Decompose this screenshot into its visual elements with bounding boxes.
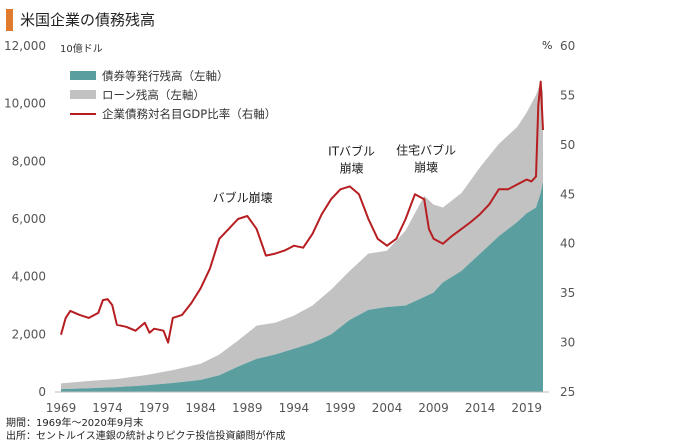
left-tick-label: 4,000 — [12, 270, 46, 284]
x-tick-label: 1969 — [46, 401, 77, 415]
ratio-line — [60, 80, 544, 344]
x-tick-label: 1994 — [279, 401, 310, 415]
event-annotation: バブル崩壊 — [213, 190, 273, 205]
right-tick-label: 55 — [560, 88, 575, 102]
right-tick-label: 45 — [560, 187, 575, 201]
right-tick-label: 40 — [560, 237, 575, 251]
legend-swatch-loans — [70, 90, 96, 99]
loans-area — [61, 82, 543, 390]
event-annotation: 住宅バブル — [396, 143, 456, 158]
chart-legend: 債券等発行残高（左軸） ローン残高（左軸） 企業債務対名目GDP比率（右軸） — [70, 66, 276, 123]
right-tick-label: 50 — [560, 138, 575, 152]
bonds-area — [61, 181, 543, 392]
left-tick-label: 0 — [38, 385, 46, 399]
x-tick-label: 2004 — [372, 401, 403, 415]
title-accent-bar — [6, 9, 13, 31]
x-tick-label: 2009 — [418, 401, 449, 415]
x-tick-label: 1984 — [185, 401, 216, 415]
right-tick-label: 35 — [560, 286, 575, 300]
event-annotation: 崩壊 — [414, 161, 438, 175]
left-tick-label: 6,000 — [12, 212, 46, 226]
x-tick-label: 2014 — [465, 401, 496, 415]
legend-item-bonds: 債券等発行残高（左軸） — [70, 66, 276, 85]
right-tick-label: 30 — [560, 336, 575, 350]
event-annotation: ITバブル — [328, 144, 375, 159]
left-tick-label: 10,000 — [4, 97, 46, 111]
left-tick-label: 12,000 — [4, 39, 46, 53]
x-tick-label: 1999 — [325, 401, 356, 415]
page-title: 米国企業の債務残高 — [20, 11, 156, 29]
left-tick-label: 8,000 — [12, 154, 46, 168]
legend-swatch-ratio — [70, 112, 96, 115]
x-tick-label: 1974 — [92, 401, 123, 415]
right-tick-label: 25 — [560, 385, 575, 399]
x-tick-label: 2019 — [511, 401, 542, 415]
footnote-period: 期間：1969年～2020年9月末 — [6, 418, 144, 429]
legend-item-loans: ローン残高（左軸） — [70, 85, 276, 104]
left-axis-unit: 10億ドル — [60, 44, 103, 55]
footnote-source: 出所：セントルイス連銀の統計よりピクテ投信投資顧問が作成 — [6, 431, 286, 442]
event-annotation: 崩壊 — [340, 162, 364, 176]
legend-label-loans: ローン残高（左軸） — [102, 87, 205, 102]
legend-swatch-bonds — [70, 71, 96, 80]
legend-label-bonds: 債券等発行残高（左軸） — [102, 68, 229, 83]
x-tick-label: 1989 — [232, 401, 263, 415]
right-tick-label: 60 — [560, 39, 575, 53]
x-tick-label: 1979 — [139, 401, 170, 415]
legend-item-ratio: 企業債務対名目GDP比率（右軸） — [70, 104, 276, 123]
left-tick-label: 2,000 — [12, 327, 46, 341]
right-axis-unit: % — [542, 39, 553, 52]
legend-label-ratio: 企業債務対名目GDP比率（右軸） — [102, 106, 277, 121]
